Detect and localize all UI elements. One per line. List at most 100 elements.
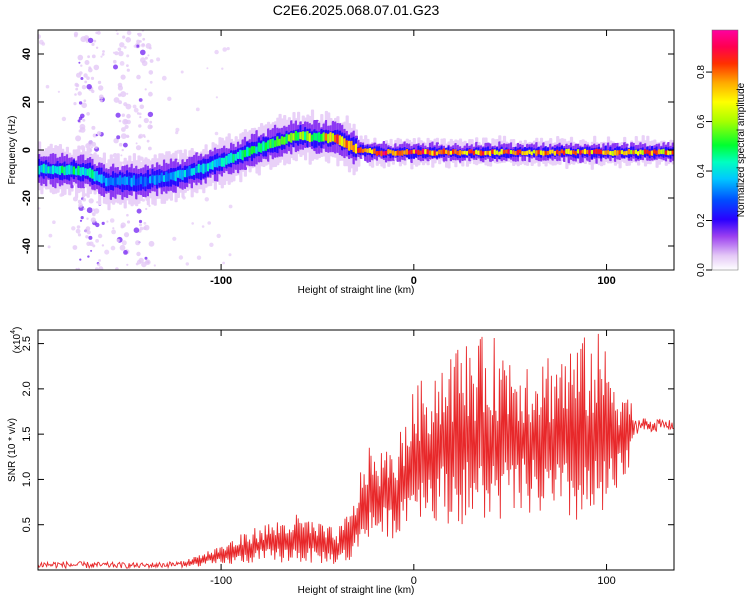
spectrogram-noise-blob: [38, 34, 41, 39]
spectrogram-noise-blob: [143, 226, 147, 230]
spectrogram-noise-blob: [75, 267, 78, 270]
spectrogram-noise-blob: [139, 116, 142, 119]
spectrogram-noise-blob: [138, 124, 142, 128]
spectrogram-marks: [38, 30, 674, 270]
snr-y-ticks: 0.5 1.0 1.5 2.0 2.5: [21, 336, 674, 532]
spectrogram-noise-blob: [148, 204, 151, 207]
snr-multiplier-close: ): [12, 327, 23, 330]
spectrogram-noise-blob: [111, 229, 116, 235]
spectrogram-noise-blob: [117, 47, 122, 52]
colorbar-tick-label: 0.4: [696, 164, 707, 178]
spectrogram-noise-blob: [91, 42, 95, 47]
spectrogram-noise-blob: [143, 117, 149, 124]
spectrogram-noise-blob: [78, 61, 81, 64]
snr-y-tick-label: 2.5: [21, 336, 33, 351]
spectrogram-noise-blob: [98, 85, 104, 91]
spectrogram-noise-blob: [93, 208, 100, 214]
snr-x-label: Height of straight line (km): [298, 585, 415, 596]
spectrogram-noise-blob: [88, 235, 93, 240]
snr-y-tick-label: 1.0: [21, 472, 33, 487]
spectrogram-ridge-cell: [155, 174, 160, 185]
snr-y-tick-label: 1.5: [21, 427, 33, 442]
spectrogram-noise-blob: [98, 94, 104, 100]
spectrogram-noise-blob: [126, 54, 130, 58]
spectrogram-noise-blob: [90, 146, 93, 149]
spectrogram-noise-blob: [75, 135, 82, 142]
spectrogram-noise-blob: [207, 221, 211, 225]
colorbar: 0.0 0.2 0.4 0.6 0.8 Normalized spectral ampl…: [696, 29, 747, 277]
snr-x-tick-label: 0: [411, 575, 417, 587]
spectrogram-noise-blob: [126, 263, 129, 266]
spectrogram-noise-blob: [143, 221, 147, 225]
spectrogram-noise-blob: [147, 111, 154, 118]
spectrogram-noise-blob: [126, 220, 131, 224]
spectrogram-noise-blob: [45, 84, 50, 89]
spectrogram-noise-blob: [114, 51, 119, 56]
spectrogram-noise-blob: [133, 44, 137, 48]
spectrogram-noise-blob: [92, 208, 95, 212]
svg-text:(x104): (x104): [10, 327, 23, 354]
spectrogram-noise-blob: [88, 198, 94, 204]
spectrogram-noise-blob: [84, 228, 89, 233]
spectrogram-noise-blob: [126, 92, 129, 95]
spectrogram-noise-blob: [123, 250, 128, 255]
spectrogram-noise-blob: [118, 142, 123, 147]
spectrogram-noise-blob: [140, 49, 146, 56]
spectrogram-noise-blob: [185, 262, 189, 266]
spectrogram-noise-blob: [136, 208, 142, 214]
spectrogram-noise-blob: [119, 42, 125, 48]
spectrogram-noise-blob: [83, 73, 88, 78]
colorbar-tick-label: 0.8: [696, 65, 707, 79]
spectrogram-noise-blob: [148, 70, 154, 75]
snr-frame: [37, 329, 675, 571]
snr-x-tick-label: 100: [597, 575, 615, 587]
spectrogram-noise-blob: [119, 244, 126, 251]
spectrogram-noise-blob: [148, 91, 153, 97]
spectrogram-noise-blob: [144, 88, 147, 91]
spectrogram-noise-blob: [89, 241, 94, 247]
spectrogram-noise-blob: [75, 83, 80, 88]
spectrogram-noise-blob: [149, 125, 153, 129]
snr-y-tick-label: 0.5: [21, 517, 33, 532]
spectrogram-noise-blob: [101, 244, 105, 247]
spectrogram-noise-blob: [77, 119, 81, 123]
spectrogram-noise-blob: [120, 74, 126, 80]
spectrogram-noise-blob: [148, 240, 155, 247]
spectrogram-x-label: Height of straight line (km): [298, 285, 415, 296]
spectrogram-x-tick-label: 100: [597, 275, 615, 287]
spectrogram-noise-blob: [77, 91, 82, 96]
spectrogram-noise-blob: [136, 74, 141, 80]
snr-y-label: SNR (10 * v/v): [7, 418, 18, 482]
spectrogram-noise-blob: [206, 67, 209, 70]
spectrogram-noise-blob: [74, 93, 77, 96]
spectrogram-noise-blob: [85, 40, 89, 43]
spectrogram-noise-blob: [120, 91, 127, 98]
spectrogram-y-tick-label: 40: [21, 48, 33, 60]
spectrogram-noise-blob: [228, 204, 233, 209]
spectrogram-noise-blob: [125, 103, 132, 110]
spectrogram-noise-blob: [85, 235, 89, 239]
spectrogram-noise-blob: [178, 255, 184, 260]
spectrogram-noise-blob: [92, 133, 97, 138]
spectrogram-noise-blob: [91, 141, 97, 147]
spectrogram-noise-blob: [82, 197, 86, 202]
spectrogram-noise-blob: [83, 207, 86, 211]
spectrogram-noise-blob: [132, 104, 137, 109]
spectrogram-x-tick-label: 0: [411, 275, 417, 287]
spectrogram-noise-blob: [161, 75, 167, 81]
spectrogram-noise-blob: [116, 238, 120, 243]
spectrogram-noise-blob: [214, 131, 219, 136]
spectrogram-noise-blob: [95, 46, 99, 49]
spectrogram-noise-blob: [94, 145, 98, 149]
spectrogram-noise-blob: [77, 267, 80, 270]
spectrogram-noise-blob: [52, 220, 56, 224]
spectrogram-noise-blob: [80, 64, 83, 67]
spectrogram-noise-blob: [100, 55, 103, 58]
spectrogram-noise-blob: [80, 216, 84, 220]
spectrogram-noise-blob: [121, 113, 126, 117]
spectrogram-noise-blob: [78, 116, 83, 121]
snr-panel: -100 0 100 0.5 1.0 1.5 2.0 2.5 Height of strai…: [7, 327, 675, 596]
spectrogram-noise-blob: [126, 213, 129, 217]
spectrogram-noise-blob: [98, 259, 101, 262]
spectrogram-y-tick-label: -20: [21, 190, 33, 206]
